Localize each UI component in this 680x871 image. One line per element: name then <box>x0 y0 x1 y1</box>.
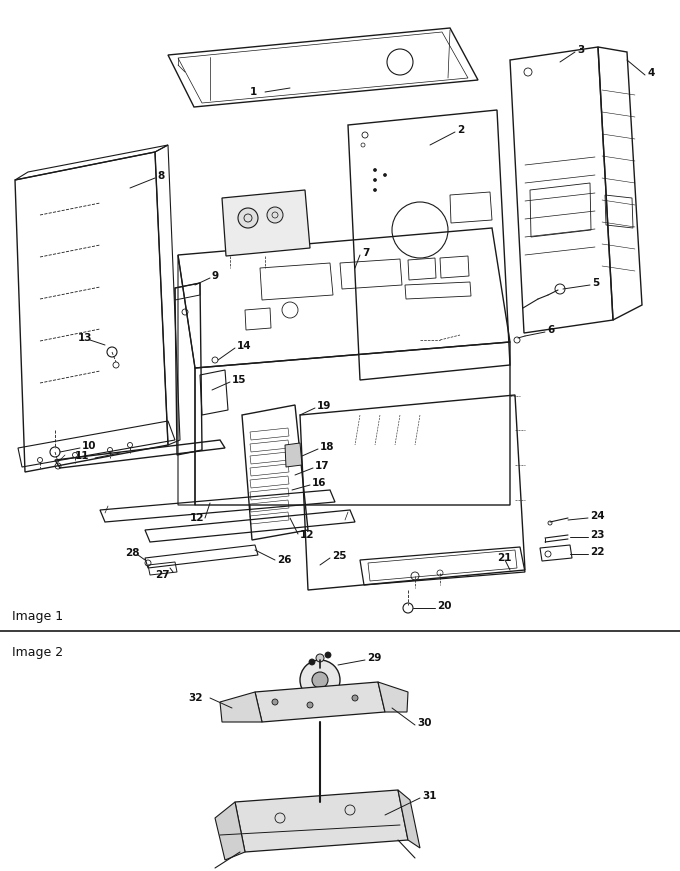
Circle shape <box>300 660 340 700</box>
Circle shape <box>272 699 278 705</box>
Text: 25: 25 <box>332 551 347 561</box>
Text: 6: 6 <box>547 325 554 335</box>
Circle shape <box>352 695 358 701</box>
Text: 10: 10 <box>82 441 97 451</box>
Polygon shape <box>378 682 408 712</box>
Text: 12: 12 <box>300 530 314 540</box>
Text: 9: 9 <box>212 271 219 281</box>
Text: 14: 14 <box>237 341 252 351</box>
Text: 13: 13 <box>78 333 92 343</box>
Polygon shape <box>235 790 408 852</box>
Text: 12: 12 <box>190 513 205 523</box>
Text: 24: 24 <box>590 511 605 521</box>
Circle shape <box>373 168 377 172</box>
Text: 15: 15 <box>232 375 246 385</box>
Text: 26: 26 <box>277 555 292 565</box>
Text: Image 1: Image 1 <box>12 610 63 623</box>
Text: 8: 8 <box>157 171 165 181</box>
Text: 2: 2 <box>457 125 464 135</box>
Text: 19: 19 <box>317 401 331 411</box>
Text: 3: 3 <box>577 45 584 55</box>
Text: 22: 22 <box>590 547 605 557</box>
Text: 31: 31 <box>422 791 437 801</box>
Text: 4: 4 <box>647 68 654 78</box>
Text: 28: 28 <box>125 548 139 558</box>
Polygon shape <box>222 190 310 256</box>
Text: 20: 20 <box>437 601 452 611</box>
Circle shape <box>307 702 313 708</box>
Text: 23: 23 <box>590 530 605 540</box>
Text: 27: 27 <box>155 570 169 580</box>
Circle shape <box>384 173 386 177</box>
Text: 11: 11 <box>75 451 90 461</box>
Circle shape <box>238 208 258 228</box>
Polygon shape <box>220 692 262 722</box>
Polygon shape <box>398 790 420 848</box>
Circle shape <box>312 672 328 688</box>
Polygon shape <box>285 443 302 467</box>
Circle shape <box>325 652 331 658</box>
Text: 32: 32 <box>188 693 203 703</box>
Text: 29: 29 <box>367 653 381 663</box>
Text: 21: 21 <box>497 553 511 563</box>
Circle shape <box>373 179 377 181</box>
Polygon shape <box>255 682 385 722</box>
Circle shape <box>316 654 324 662</box>
Circle shape <box>309 659 315 665</box>
Text: Image 2: Image 2 <box>12 646 63 659</box>
Text: 16: 16 <box>312 478 326 488</box>
Text: 17: 17 <box>315 461 330 471</box>
Text: 7: 7 <box>362 248 369 258</box>
Polygon shape <box>215 802 245 860</box>
Text: 30: 30 <box>417 718 432 728</box>
Text: 18: 18 <box>320 442 335 452</box>
Text: 1: 1 <box>250 87 257 97</box>
Circle shape <box>267 207 283 223</box>
Text: 5: 5 <box>592 278 599 288</box>
Circle shape <box>373 188 377 192</box>
